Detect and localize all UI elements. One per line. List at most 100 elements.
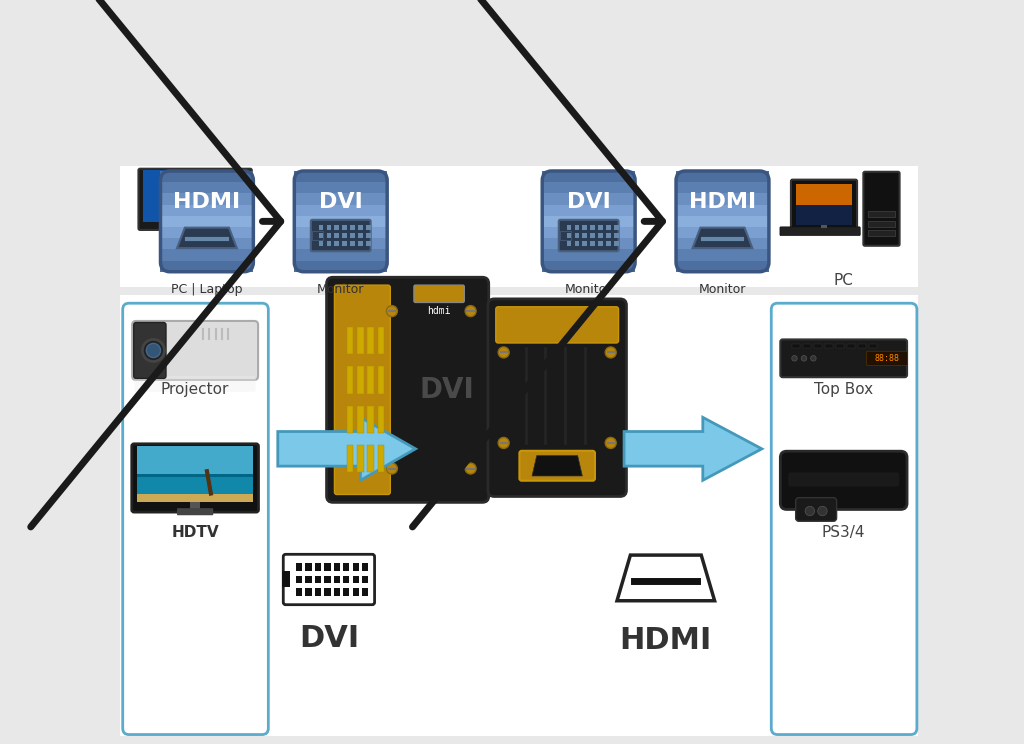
Ellipse shape [188,188,217,202]
Ellipse shape [805,507,814,516]
Bar [318,225,324,230]
Text: DVI: DVI [420,376,474,404]
Bar [191,217,199,228]
Bar [676,238,769,249]
Bar [598,233,603,238]
Bar [613,233,618,238]
Text: DVI: DVI [299,624,359,653]
Ellipse shape [498,347,509,358]
Bar [327,241,332,246]
Bar [161,227,253,238]
Text: PS3/4: PS3/4 [822,525,865,540]
Bar [357,445,364,472]
Bar [161,249,253,260]
Bar [342,233,347,238]
Bar [796,185,852,205]
Bar [343,563,349,571]
FancyBboxPatch shape [123,304,268,734]
Polygon shape [177,228,237,248]
Bar [325,576,331,583]
FancyBboxPatch shape [866,351,907,365]
Bar [294,249,387,260]
Ellipse shape [605,347,616,358]
Bar [362,563,369,571]
Bar [676,205,769,216]
Bar [327,233,332,238]
Bar [368,327,374,354]
Bar [560,231,571,240]
Bar [366,233,371,238]
Text: Monitor: Monitor [317,283,365,296]
Bar [347,327,353,354]
FancyBboxPatch shape [788,472,899,487]
Bar [305,589,311,596]
Bar [583,233,587,238]
Bar [334,563,340,571]
Ellipse shape [801,356,807,361]
Bar [858,344,866,348]
Polygon shape [624,417,762,481]
Bar [161,182,253,193]
Bar [378,405,384,433]
Bar [793,344,800,348]
Bar [598,225,603,230]
Bar [161,216,253,227]
Bar [190,500,200,510]
Bar [312,231,324,240]
Bar [294,171,387,182]
Bar [305,563,311,571]
Ellipse shape [386,463,397,474]
Text: HDTV: HDTV [171,525,219,540]
Bar [137,446,253,474]
Bar [294,216,387,227]
Polygon shape [692,228,753,248]
Bar [161,260,253,272]
Text: DVI: DVI [567,192,610,212]
Polygon shape [278,417,416,481]
Bar [335,241,339,246]
Bar [318,233,324,238]
Bar [296,563,302,571]
Bar [590,241,595,246]
Bar [357,366,364,394]
Bar [368,445,374,472]
Bar [161,193,253,205]
Bar [868,220,895,227]
Bar [342,241,347,246]
Bar [161,171,253,182]
Bar [543,227,635,238]
Bar [294,260,387,272]
Ellipse shape [811,356,816,361]
Bar [352,589,358,596]
FancyBboxPatch shape [780,451,907,510]
Bar [543,182,635,193]
FancyBboxPatch shape [796,498,837,522]
Bar [676,227,769,238]
Bar [825,344,834,348]
Bar [305,576,311,583]
Bar [362,576,369,583]
Bar [143,170,247,222]
Bar [335,233,339,238]
Bar [352,563,358,571]
Bar [358,233,362,238]
Bar [357,405,364,433]
Bar [347,405,353,433]
Bar [318,241,324,246]
Bar [121,166,919,287]
Ellipse shape [386,306,397,317]
Bar [598,241,603,246]
FancyBboxPatch shape [134,322,166,379]
Bar [868,211,895,217]
Bar [676,182,769,193]
FancyBboxPatch shape [791,179,857,230]
Bar [366,241,371,246]
Bar [296,589,302,596]
Bar [347,366,353,394]
Ellipse shape [146,344,161,358]
Ellipse shape [465,306,476,317]
Bar [358,225,362,230]
Bar [137,477,253,502]
Bar [574,233,580,238]
Text: HDMI: HDMI [173,192,241,212]
